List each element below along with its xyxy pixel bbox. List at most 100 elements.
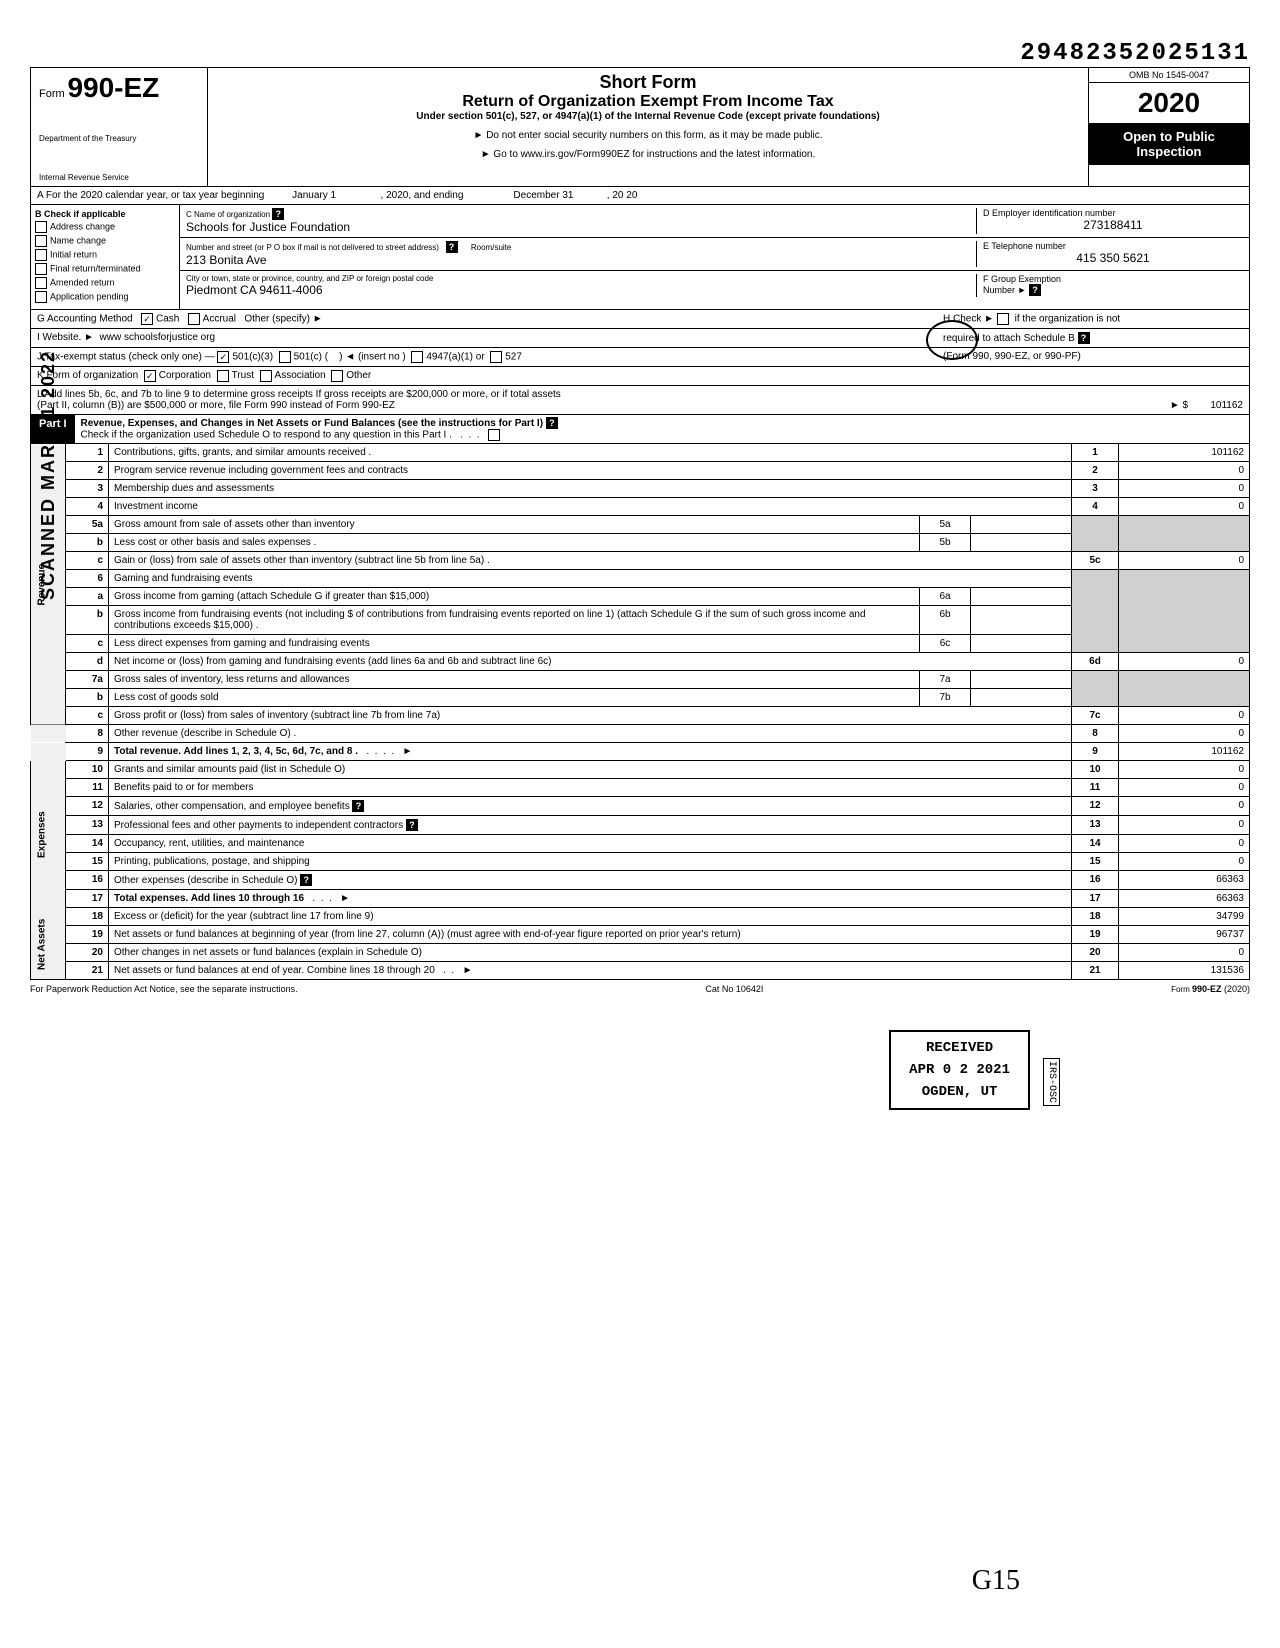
l11-tot: 11 xyxy=(1072,779,1119,797)
l5a-desc: Gross amount from sale of assets other t… xyxy=(109,516,920,534)
shade-6v xyxy=(1119,570,1250,653)
l7b-desc: Less cost of goods sold xyxy=(109,689,920,707)
l6a-sub: 6a xyxy=(920,588,971,606)
l8-desc: Other revenue (describe in Schedule O) . xyxy=(109,725,1072,743)
addr-label: Number and street (or P O box if mail is… xyxy=(186,243,439,252)
chk-4947[interactable] xyxy=(411,351,423,363)
l21-arrow: ► xyxy=(463,965,473,976)
help-icon[interactable]: ? xyxy=(446,241,458,253)
help-icon[interactable]: ? xyxy=(272,208,284,220)
l12-val: 0 xyxy=(1119,797,1250,816)
chk-501c3[interactable]: ✓ xyxy=(217,351,229,363)
l5c-tot: 5c xyxy=(1072,552,1119,570)
l17-tot: 17 xyxy=(1072,890,1119,908)
k2: Trust xyxy=(232,370,254,382)
l17-no: 17 xyxy=(66,890,109,908)
help-icon[interactable]: ? xyxy=(406,819,418,831)
l13-val: 0 xyxy=(1119,816,1250,835)
chk-501c[interactable] xyxy=(279,351,291,363)
lines-table: Revenue 1 Contributions, gifts, grants, … xyxy=(30,444,1250,980)
chk-other[interactable] xyxy=(331,370,343,382)
k1: Corporation xyxy=(159,370,211,382)
chk-527[interactable] xyxy=(490,351,502,363)
shade-6 xyxy=(1072,570,1119,653)
row-j: J Tax-exempt status (check only one) — ✓… xyxy=(30,348,1250,367)
l7a-no: 7a xyxy=(66,671,109,689)
dept-treasury: Department of the Treasury xyxy=(39,134,199,143)
d-label: D Employer identification number xyxy=(983,208,1243,218)
b-item-5: Application pending xyxy=(50,291,129,301)
l9-val: 101162 xyxy=(1119,743,1250,761)
b-item-0: Address change xyxy=(50,221,115,231)
help-icon[interactable]: ? xyxy=(1029,284,1041,296)
city-label: City or town, state or province, country… xyxy=(186,274,976,283)
l6b-desc: Gross income from fundraising events (no… xyxy=(109,606,920,635)
help-icon[interactable]: ? xyxy=(1078,332,1090,344)
chk-h[interactable] xyxy=(997,313,1009,325)
l6d-tot: 6d xyxy=(1072,653,1119,671)
l3-no: 3 xyxy=(66,480,109,498)
l18-val: 34799 xyxy=(1119,908,1250,926)
help-icon[interactable]: ? xyxy=(546,417,558,429)
l16-val: 66363 xyxy=(1119,871,1250,890)
chk-trust[interactable] xyxy=(217,370,229,382)
g-other: Other (specify) ► xyxy=(244,314,322,325)
row-gh: G Accounting Method ✓Cash Accrual Other … xyxy=(30,310,1250,329)
l15-tot: 15 xyxy=(1072,853,1119,871)
l20-no: 20 xyxy=(66,944,109,962)
form-word: Form xyxy=(39,88,65,100)
side-expenses: Expenses xyxy=(31,761,66,908)
signature: G15 xyxy=(972,1565,1020,1597)
line-7a: 7aGross sales of inventory, less returns… xyxy=(31,671,1250,689)
line-11: 11Benefits paid to or for members110 xyxy=(31,779,1250,797)
phone: 415 350 5621 xyxy=(983,251,1243,265)
url-note: ► Go to www.irs.gov/Form990EZ for instru… xyxy=(212,149,1084,160)
l12-no: 12 xyxy=(66,797,109,816)
chk-assoc[interactable] xyxy=(260,370,272,382)
chk-amended[interactable] xyxy=(35,277,47,289)
b-item-1: Name change xyxy=(50,235,106,245)
help-icon[interactable]: ? xyxy=(300,874,312,886)
l5a-no: 5a xyxy=(66,516,109,534)
line-5c: cGain or (loss) from sale of assets othe… xyxy=(31,552,1250,570)
l5b-desc: Less cost or other basis and sales expen… xyxy=(109,534,920,552)
h-label2: if the organization is not xyxy=(1015,314,1121,325)
j3: 4947(a)(1) or xyxy=(426,352,484,363)
help-icon[interactable]: ? xyxy=(352,800,364,812)
chk-corp[interactable]: ✓ xyxy=(144,370,156,382)
chk-initial[interactable] xyxy=(35,249,47,261)
year-block: OMB No 1545-0047 2020 Open to Public Ins… xyxy=(1088,68,1249,186)
l19-desc: Net assets or fund balances at beginning… xyxy=(109,926,1072,944)
g-accrual: Accrual xyxy=(203,314,236,325)
l-text2: (Part II, column (B)) are $500,000 or mo… xyxy=(37,400,1170,411)
chk-schedule-o[interactable] xyxy=(488,429,500,441)
l11-desc: Benefits paid to or for members xyxy=(109,779,1072,797)
b-item-4: Amended return xyxy=(50,277,115,287)
l21-no: 21 xyxy=(66,962,109,980)
footer-mid: Cat No 10642I xyxy=(705,984,763,994)
shade-5v xyxy=(1119,516,1250,552)
l8-no: 8 xyxy=(66,725,109,743)
l7c-no: c xyxy=(66,707,109,725)
l21-desc: Net assets or fund balances at end of ye… xyxy=(114,965,435,976)
chk-pending[interactable] xyxy=(35,291,47,303)
l4-no: 4 xyxy=(66,498,109,516)
sub-title: Under section 501(c), 527, or 4947(a)(1)… xyxy=(212,111,1084,122)
chk-name[interactable] xyxy=(35,235,47,247)
received-city: OGDEN, UT xyxy=(909,1084,1010,1100)
l15-desc: Printing, publications, postage, and shi… xyxy=(109,853,1072,871)
chk-address[interactable] xyxy=(35,221,47,233)
chk-final[interactable] xyxy=(35,263,47,275)
l7c-desc: Gross profit or (loss) from sales of inv… xyxy=(109,707,1072,725)
l10-tot: 10 xyxy=(1072,761,1119,779)
year-suffix: , 20 20 xyxy=(607,190,638,201)
footer-right: Form 990-EZ (2020) xyxy=(1171,984,1250,994)
chk-cash[interactable]: ✓ xyxy=(141,313,153,325)
l8-tot: 8 xyxy=(1072,725,1119,743)
l5c-desc: Gain or (loss) from sale of assets other… xyxy=(109,552,1072,570)
line-17: 17Total expenses. Add lines 10 through 1… xyxy=(31,890,1250,908)
chk-accrual[interactable] xyxy=(188,313,200,325)
line-10: Expenses10Grants and similar amounts pai… xyxy=(31,761,1250,779)
line-6b: bGross income from fundraising events (n… xyxy=(31,606,1250,635)
org-info-grid: B Check if applicable Address change Nam… xyxy=(30,205,1250,310)
